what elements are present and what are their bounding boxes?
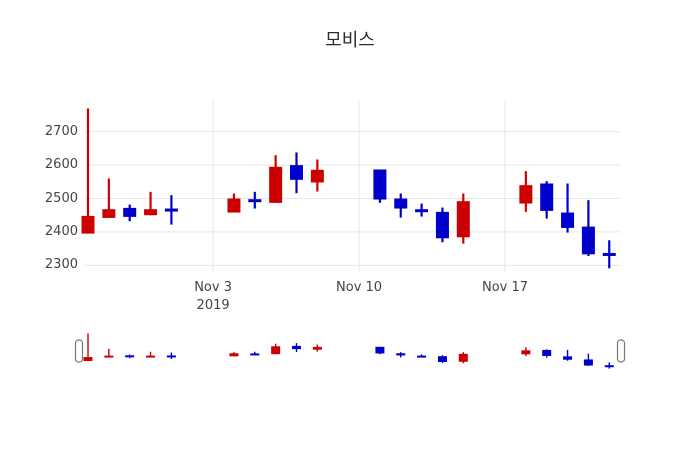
candle [563,349,573,361]
y-tick-label: 2700 [44,123,78,139]
y-tick-label: 2500 [44,190,78,206]
candle [435,207,449,243]
candle [144,191,158,216]
x-tick-label: Nov 3 [194,280,232,295]
candle [166,352,176,359]
candle [542,349,552,358]
candle [415,203,429,217]
y-tick-label: 2600 [44,157,78,173]
candle [125,354,135,359]
candle [164,195,178,225]
chart-title: 모비스 [325,30,375,51]
candle [417,354,427,358]
gridlines [85,101,620,272]
candle [581,200,595,256]
range-slider-left-handle[interactable] [74,339,84,363]
candle [540,181,554,219]
candle [292,343,301,353]
y-tick-label: 2300 [44,257,78,273]
candle [373,169,387,203]
candle [394,193,408,218]
candle [310,159,324,192]
x-tick-label: Nov 10 [336,280,383,295]
candle [561,183,575,233]
candle [269,155,283,203]
range-slider-right-handle[interactable] [616,339,626,363]
x-tick-sublabel: 2019 [196,298,230,313]
y-tick-label: 2400 [44,223,78,239]
candle [604,362,614,369]
main-series [81,108,616,269]
candle [375,346,385,355]
candle [456,193,470,244]
candle [81,108,95,234]
candle [227,193,241,213]
candle [271,343,281,355]
candle [104,348,114,358]
candle [290,152,303,194]
candle [83,333,93,361]
candle [312,344,322,352]
candle [521,347,531,357]
candle [583,353,593,366]
candle [123,204,137,222]
range-slider[interactable] [74,333,626,369]
candle [248,191,262,209]
candle [519,171,533,212]
candle [229,352,239,357]
candle [396,352,406,358]
candle [437,355,447,363]
x-tick-label: Nov 17 [481,280,529,295]
candle [102,178,116,218]
candle [146,351,156,358]
candle [602,240,616,269]
candle [250,351,260,356]
candle [458,352,468,364]
